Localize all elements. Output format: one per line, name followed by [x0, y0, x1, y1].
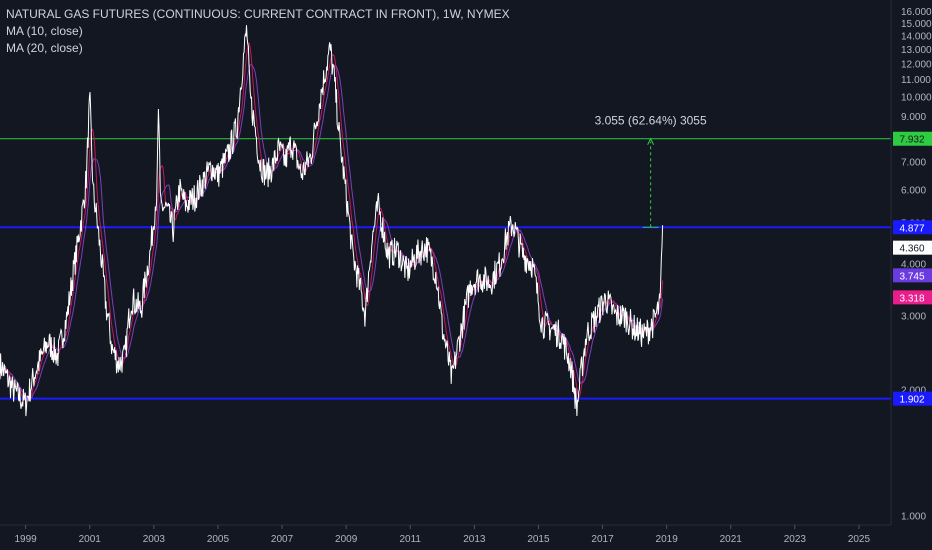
x-tick-label: 2019	[656, 534, 679, 545]
y-tick-label: 14.000	[901, 31, 932, 42]
price-tag	[893, 290, 932, 305]
x-tick-label: 2009	[335, 534, 358, 545]
series-group	[0, 25, 664, 417]
x-tick-label: 2003	[143, 534, 166, 545]
x-tick-label: 2015	[527, 534, 550, 545]
y-tick-label: 15.000	[901, 19, 932, 30]
y-tick-label: 4.000	[901, 259, 926, 270]
price-tag-label: 3.318	[899, 293, 924, 304]
y-tick-label: 1.000	[901, 512, 926, 523]
y-tick-label: 11.000	[901, 75, 931, 86]
x-tick-label: 1999	[15, 534, 38, 545]
x-tick-label: 2023	[784, 534, 807, 545]
y-tick-label: 9.000	[901, 112, 926, 123]
level-price-tag	[893, 131, 932, 146]
x-tick-label: 2007	[271, 534, 294, 545]
x-tick-label: 2025	[848, 534, 871, 545]
y-tick-label: 6.000	[901, 186, 926, 197]
price-tag-label: 3.745	[899, 271, 924, 282]
x-tick-label: 2017	[591, 534, 614, 545]
price-tag	[893, 268, 932, 283]
measurement-label: 3.055 (62.64%) 3055	[595, 114, 707, 128]
x-tick-label: 2021	[720, 534, 743, 545]
measurement-arrowhead	[647, 137, 655, 145]
y-tick-label: 13.000	[901, 45, 932, 56]
level-price-tag-label: 4.877	[899, 223, 924, 234]
ma20-indicator-label[interactable]: MA (20, close)	[6, 41, 83, 55]
ma10-indicator-label[interactable]: MA (10, close)	[6, 24, 83, 38]
level-price-tag	[893, 220, 932, 235]
price-tag	[893, 240, 932, 255]
horizontal-levels[interactable]	[0, 138, 891, 400]
time-axis[interactable]: 1999 2001 2003 2005 2007 2009 2011 2013 2015 2017…	[15, 525, 871, 545]
price-tag-label: 4.360	[899, 244, 924, 255]
level-price-tag-label: 1.902	[899, 395, 924, 406]
x-tick-label: 2001	[79, 534, 102, 545]
y-tick-label: 12.000	[901, 59, 932, 70]
y-tick-label: 10.000	[901, 93, 932, 104]
y-tick-label: 3.000	[901, 312, 926, 323]
chart-legend: NATURAL GAS FUTURES (CONTINUOUS: CURRENT…	[6, 6, 510, 57]
chart-title[interactable]: NATURAL GAS FUTURES (CONTINUOUS: CURRENT…	[6, 7, 510, 21]
x-tick-label: 2005	[207, 534, 230, 545]
y-tick-label: 7.000	[901, 157, 926, 168]
price-series-line	[0, 25, 664, 417]
level-price-tag	[893, 391, 932, 406]
measurement-tool[interactable]: 3.055 (62.64%) 3055	[595, 114, 707, 228]
x-tick-label: 2013	[463, 534, 486, 545]
y-tick-label: 2.000	[901, 386, 926, 397]
price-axis-tags: 7.932 4.877 1.902 4.360 3.745 3.318	[893, 131, 932, 406]
level-price-tag-label: 7.932	[899, 135, 924, 146]
y-tick-label: 16.000	[901, 7, 932, 18]
x-tick-label: 2011	[399, 534, 421, 545]
